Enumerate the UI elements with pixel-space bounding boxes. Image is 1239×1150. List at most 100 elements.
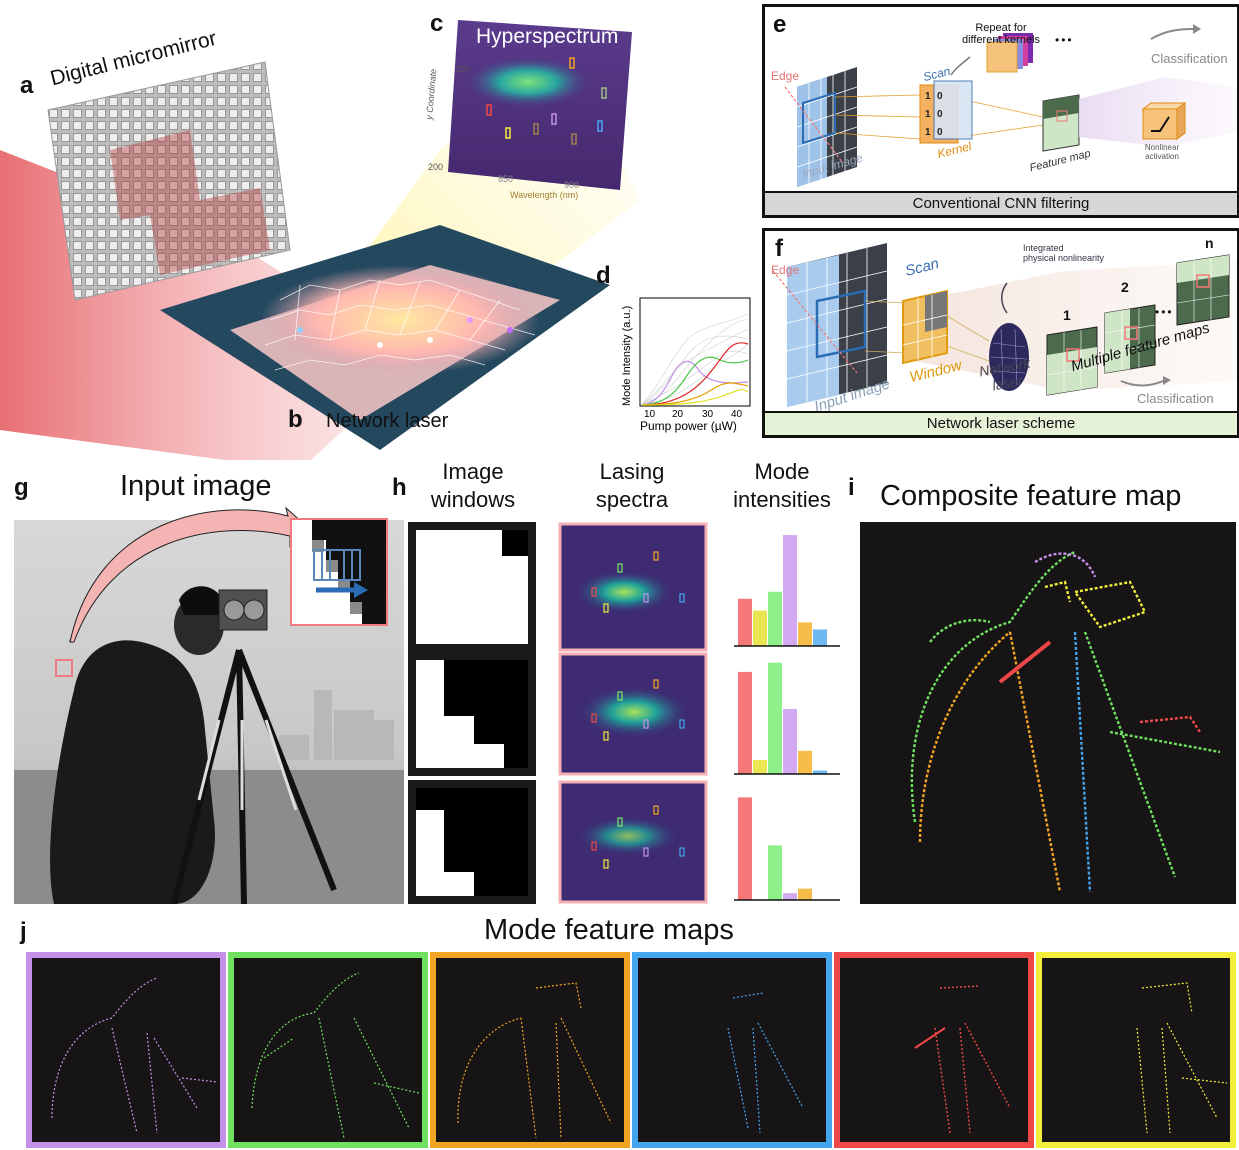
coat (50, 640, 215, 904)
zoom-inset (290, 518, 388, 626)
mode-markers (486, 57, 607, 145)
mode-map-yellow-edges (1136, 982, 1228, 1134)
feature-map-1 (1046, 326, 1098, 396)
nonlinear-activation-cube (1141, 102, 1187, 140)
f-classification-arrow (1120, 380, 1164, 387)
integrated-line1: Integrated (1023, 243, 1064, 253)
mode-intensity-ylabel: Mode Intensity (a.u.) (621, 306, 633, 406)
panel-label-i: i (848, 474, 855, 501)
map-number-n: n (1205, 235, 1214, 251)
mode-bar (798, 622, 812, 646)
mode-map-purple-edges (51, 977, 218, 1134)
cnn-connections (834, 94, 1044, 140)
feature-map-2 (1104, 304, 1156, 374)
f-map-ellipsis: ••• (1155, 305, 1174, 319)
input-image-title: Input image (120, 470, 272, 502)
network-laser-caption: Network laser scheme (765, 411, 1237, 435)
f-edge-label: Edge (771, 263, 800, 277)
panel-label-f: f (775, 235, 783, 262)
xtick-850: 850 (498, 174, 513, 184)
mode-map-green-edges (251, 972, 420, 1139)
mode-bar (753, 760, 767, 774)
hyperspectrum-title: Hyperspectrum (476, 25, 618, 48)
panel-label-j: j (20, 918, 27, 945)
mode-map-purple (26, 952, 226, 1148)
mode-map-red (834, 952, 1034, 1148)
mode-bar (783, 709, 797, 774)
repeat-note: Repeat for different kernels (961, 22, 1041, 46)
composite-feature-map (860, 522, 1236, 904)
integrated-nonlinearity-label: Integrated physical nonlinearity (1023, 243, 1104, 263)
mode-map-green (228, 952, 428, 1148)
kernel-value: 1 (925, 91, 931, 102)
network-glow (260, 265, 540, 375)
mode-intensity-plot: Mode Intensity (a.u.) 10 20 30 40 Pump p… (621, 297, 751, 433)
mode-bar (813, 770, 827, 774)
cnn-caption: Conventional CNN filtering (765, 191, 1237, 215)
d-xtick-30: 30 (702, 409, 714, 420)
kernel-ellipsis: ••• (1055, 33, 1074, 47)
nonlinear-activation-label: Nonlinear activation (1127, 143, 1197, 161)
mode-bar (813, 629, 827, 646)
mode-map-orange (430, 952, 630, 1148)
repeat-note-line2: different kernels (961, 34, 1041, 46)
image-windows-header: Image windows (418, 458, 528, 514)
repeat-arrow (950, 56, 971, 76)
mode-bar (753, 610, 767, 646)
mode-curve-red (641, 342, 749, 406)
ytick-100: 100 (455, 64, 470, 74)
image-windows-line1: Image (442, 459, 504, 484)
mirror-pattern (110, 130, 270, 275)
background-modes (641, 313, 749, 405)
panel-label-h: h (392, 474, 407, 501)
pump-power-xlabel: Pump power (µW) (640, 419, 737, 433)
ytick-200: 200 (428, 162, 443, 172)
f-connections (864, 300, 990, 362)
f-classification-label: Classification (1137, 391, 1214, 406)
kernel-value: 0 (937, 91, 943, 102)
mode-map-blue-edges (727, 992, 804, 1134)
mode-map-red-edges (914, 985, 1011, 1134)
mode-curve-purple (641, 360, 749, 406)
cnn-feature-map (1042, 94, 1080, 152)
panel-label-c: c (430, 10, 444, 37)
lasing-spectrum-1 (558, 522, 708, 652)
mode-bar (798, 750, 812, 774)
nonlinear-line2: activation (1145, 152, 1179, 161)
mode-feature-maps-title: Mode feature maps (484, 914, 734, 946)
mode-intensities-header: Mode intensities (720, 458, 844, 514)
cnn-diagram: 1 0 1 0 1 0 (784, 24, 1237, 187)
map-number-2: 2 (1121, 279, 1129, 295)
kernel-value: 1 (925, 109, 931, 120)
image-window-2 (408, 652, 536, 776)
d-xtick-40: 40 (731, 409, 743, 420)
kernel-value: 0 (937, 109, 943, 120)
repeat-kernel-stack (986, 33, 1033, 73)
zoom-arrow (69, 506, 305, 643)
hyperspectrum-plot: 100 200 y Coordinate 850 900 Wavelength … (424, 20, 632, 200)
mode-bars-2 (734, 662, 840, 775)
xtick-900: 900 (564, 180, 579, 190)
buildings (279, 690, 394, 760)
composite-title: Composite feature map (880, 480, 1182, 512)
plot-frame (639, 297, 751, 407)
window-marker (55, 659, 73, 677)
mode-bar (738, 598, 752, 646)
panel-label-g: g (14, 474, 29, 501)
map-number-1: 1 (1063, 307, 1071, 323)
lasing-spectra-line2: spectra (595, 487, 669, 512)
kernel-value: 1 (925, 127, 931, 138)
network-laser-diagram (772, 243, 1237, 407)
mode-bar (738, 671, 752, 774)
integrated-line2: physical nonlinearity (1023, 253, 1105, 263)
mode-map-yellow (1036, 952, 1236, 1148)
micromirror-array (47, 61, 291, 301)
mode-bar (768, 845, 782, 900)
lasing-spots (297, 317, 513, 348)
lasing-spectra-line1: Lasing (599, 459, 665, 484)
mode-map-blue (632, 952, 832, 1148)
image-windows-line2: windows (430, 487, 516, 512)
mode-bar (783, 893, 797, 900)
panel-label-d: d (596, 262, 611, 289)
nonlinearity-arrow (1001, 282, 1008, 314)
